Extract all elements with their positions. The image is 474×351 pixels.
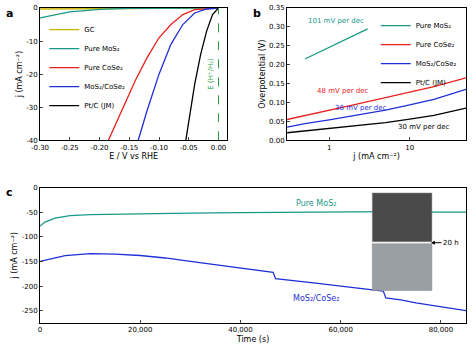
svg-text:MoS₂/CoSe₂: MoS₂/CoSe₂ xyxy=(416,60,457,68)
svg-text:-0.20: -0.20 xyxy=(90,144,108,152)
svg-text:-0.30: -0.30 xyxy=(31,144,49,152)
svg-text:20 h: 20 h xyxy=(443,239,459,247)
svg-text:0.15: 0.15 xyxy=(269,80,285,88)
svg-text:-20: -20 xyxy=(26,71,37,79)
svg-text:80,000: 80,000 xyxy=(429,326,454,334)
svg-text:0.25: 0.25 xyxy=(269,42,285,50)
svg-text:Pure CoSe₂: Pure CoSe₂ xyxy=(416,41,455,49)
svg-text:a: a xyxy=(6,7,13,20)
svg-text:-100: -100 xyxy=(22,233,38,241)
svg-text:-150: -150 xyxy=(22,258,38,266)
svg-text:-0.10: -0.10 xyxy=(150,144,168,152)
svg-text:E (H⁺/H₂): E (H⁺/H₂) xyxy=(207,58,215,90)
svg-text:-30: -30 xyxy=(26,104,37,112)
svg-text:j (mA cm⁻²): j (mA cm⁻²) xyxy=(10,232,19,279)
svg-text:0.20: 0.20 xyxy=(269,61,285,69)
svg-text:Pure MoS₂: Pure MoS₂ xyxy=(296,199,336,208)
svg-text:0.00: 0.00 xyxy=(211,144,227,152)
svg-text:-40: -40 xyxy=(26,137,37,145)
svg-text:-10: -10 xyxy=(26,38,37,46)
svg-text:b: b xyxy=(253,7,261,20)
svg-text:j (mA cm⁻²): j (mA cm⁻²) xyxy=(352,152,399,161)
svg-text:Pt/C (JM): Pt/C (JM) xyxy=(416,79,446,87)
svg-text:0.10: 0.10 xyxy=(269,99,285,107)
svg-text:j (mA cm⁻²): j (mA cm⁻²) xyxy=(15,51,24,98)
svg-text:0.35: 0.35 xyxy=(269,4,285,12)
svg-text:MoS₂/CoSe₂: MoS₂/CoSe₂ xyxy=(84,83,125,91)
svg-text:1: 1 xyxy=(327,144,331,152)
svg-text:0.05: 0.05 xyxy=(269,118,285,126)
svg-text:Overpotential (V): Overpotential (V) xyxy=(258,40,267,109)
svg-text:Pure MoS₂: Pure MoS₂ xyxy=(416,22,452,30)
svg-text:MoS₂/CoSe₂: MoS₂/CoSe₂ xyxy=(293,294,339,303)
svg-text:-250: -250 xyxy=(22,307,38,315)
svg-text:101 mV per dec: 101 mV per dec xyxy=(308,17,364,25)
svg-text:-0.15: -0.15 xyxy=(120,144,138,152)
svg-text:10: 10 xyxy=(405,144,414,152)
svg-text:Pure MoS₂: Pure MoS₂ xyxy=(84,45,120,53)
svg-text:c: c xyxy=(6,186,13,199)
svg-text:48 mV per dec: 48 mV per dec xyxy=(317,87,369,95)
svg-text:0: 0 xyxy=(33,184,37,192)
svg-text:40,000: 40,000 xyxy=(228,326,253,334)
svg-text:-50: -50 xyxy=(26,209,37,217)
svg-text:Time (s): Time (s) xyxy=(236,335,270,344)
svg-text:E / V vs RHE: E / V vs RHE xyxy=(109,152,158,161)
svg-text:20,000: 20,000 xyxy=(128,326,153,334)
svg-text:0.00: 0.00 xyxy=(269,137,285,145)
svg-text:-0.25: -0.25 xyxy=(61,144,79,152)
svg-text:Pt/C (JM): Pt/C (JM) xyxy=(84,102,114,110)
svg-text:-0.05: -0.05 xyxy=(180,144,198,152)
svg-text:-200: -200 xyxy=(22,283,38,291)
svg-text:36 mV per dec: 36 mV per dec xyxy=(335,104,387,112)
svg-text:GC: GC xyxy=(84,26,94,34)
svg-text:0.30: 0.30 xyxy=(269,23,285,31)
svg-text:0: 0 xyxy=(38,326,42,334)
svg-text:60,000: 60,000 xyxy=(328,326,353,334)
svg-text:30 mV per dec: 30 mV per dec xyxy=(398,123,450,131)
svg-text:0: 0 xyxy=(33,4,37,12)
svg-text:Pure CoSe₂: Pure CoSe₂ xyxy=(84,64,123,72)
